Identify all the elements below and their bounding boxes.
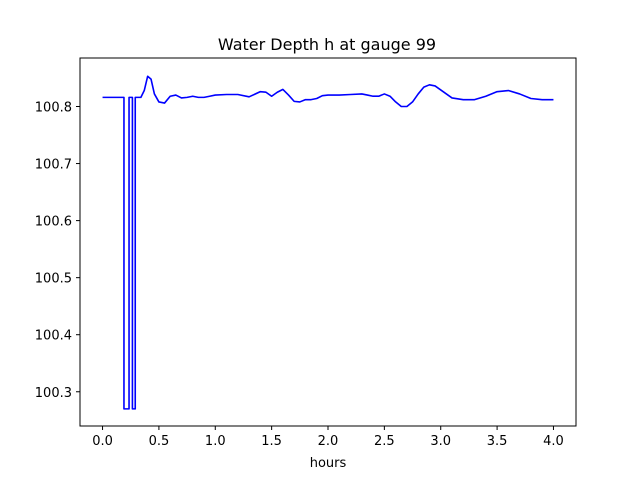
y-tick-label: 100.4 [35, 329, 72, 344]
y-tick-label: 100.8 [35, 100, 72, 115]
x-tick-label: 2.5 [374, 434, 395, 449]
y-tick-label: 100.3 [35, 386, 72, 401]
series-line [102, 75, 554, 410]
chart-title: Water Depth h at gauge 99 [218, 35, 436, 54]
x-axis-label: hours [310, 456, 347, 471]
x-tick-label: 2.0 [318, 434, 339, 449]
x-tick-label: 3.0 [430, 434, 451, 449]
x-tick-label: 4.0 [543, 434, 564, 449]
x-tick-label: 0.0 [92, 434, 113, 449]
y-tick-label: 100.6 [35, 215, 72, 230]
x-tick-label: 3.5 [487, 434, 508, 449]
y-axis: 100.3 100.4 100.5 100.6 100.7 100.8 [35, 100, 80, 401]
y-tick-label: 100.5 [35, 272, 72, 287]
x-axis: 0.0 0.5 1.0 1.5 2.0 2.5 3.0 3.5 4.0 [92, 426, 564, 449]
x-tick-label: 1.0 [205, 434, 226, 449]
series-layer [102, 75, 554, 410]
y-tick-label: 100.7 [35, 158, 72, 173]
x-tick-label: 0.5 [149, 434, 170, 449]
x-tick-label: 1.5 [261, 434, 282, 449]
